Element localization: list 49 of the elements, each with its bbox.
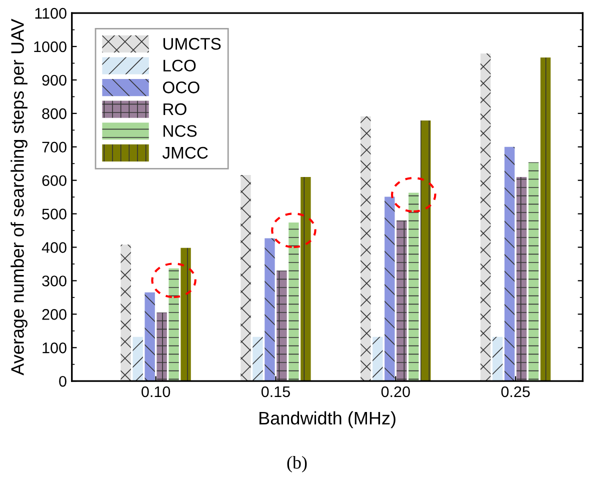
y-tick-label: 200 [42, 309, 66, 320]
bar [384, 196, 395, 382]
y-tick-label: 700 [42, 142, 66, 153]
y-tick-label: 1100 [35, 8, 66, 19]
x-tick-label: 0.10 [142, 386, 170, 398]
y-tick-label: 900 [42, 74, 66, 86]
bar [120, 244, 131, 382]
y-tick-label: 300 [42, 276, 66, 286]
bar [504, 146, 515, 382]
bar [168, 268, 179, 382]
bar [132, 336, 143, 382]
bar [492, 336, 503, 382]
x-axis-title: Bandwidth (MHz) [260, 411, 396, 428]
x-tick-label: 0.25 [501, 386, 530, 398]
y-tick-label: 600 [42, 175, 66, 186]
x-tick-label: 0.20 [381, 386, 410, 398]
legend-label: NCS [164, 125, 197, 137]
text: (b) [287, 456, 307, 472]
bar [360, 116, 371, 382]
y-tick-label: 400 [42, 242, 66, 253]
bar [372, 336, 383, 382]
bar [156, 312, 167, 382]
bar [480, 54, 491, 382]
y-tick-label: 100 [42, 342, 66, 354]
legend-label: OCO [162, 82, 200, 94]
bar [240, 174, 251, 382]
bar [420, 120, 431, 382]
bar [276, 270, 287, 382]
bar [252, 336, 263, 382]
y-tick-label: 1000 [34, 41, 66, 52]
bar [408, 192, 419, 382]
bar [396, 220, 407, 382]
y-tick-label: 0 [59, 376, 66, 387]
y-axis-title: Average number of searching steps per UAV [10, 18, 28, 376]
bar [516, 176, 527, 382]
y-tick-label: 500 [42, 208, 66, 220]
bar [288, 222, 299, 382]
legend-label: JMCC [162, 146, 208, 159]
bar [180, 248, 191, 382]
y-tick-label: 800 [42, 108, 66, 120]
x-tick-label: 0.15 [261, 386, 290, 398]
bar [540, 58, 551, 382]
bar [300, 176, 311, 382]
bar [264, 238, 275, 382]
legend-label: UMCTS [163, 38, 221, 50]
legend-label: LCO [164, 60, 196, 72]
bar [528, 162, 539, 382]
legend-label: RO [164, 103, 186, 116]
bar [144, 292, 155, 382]
